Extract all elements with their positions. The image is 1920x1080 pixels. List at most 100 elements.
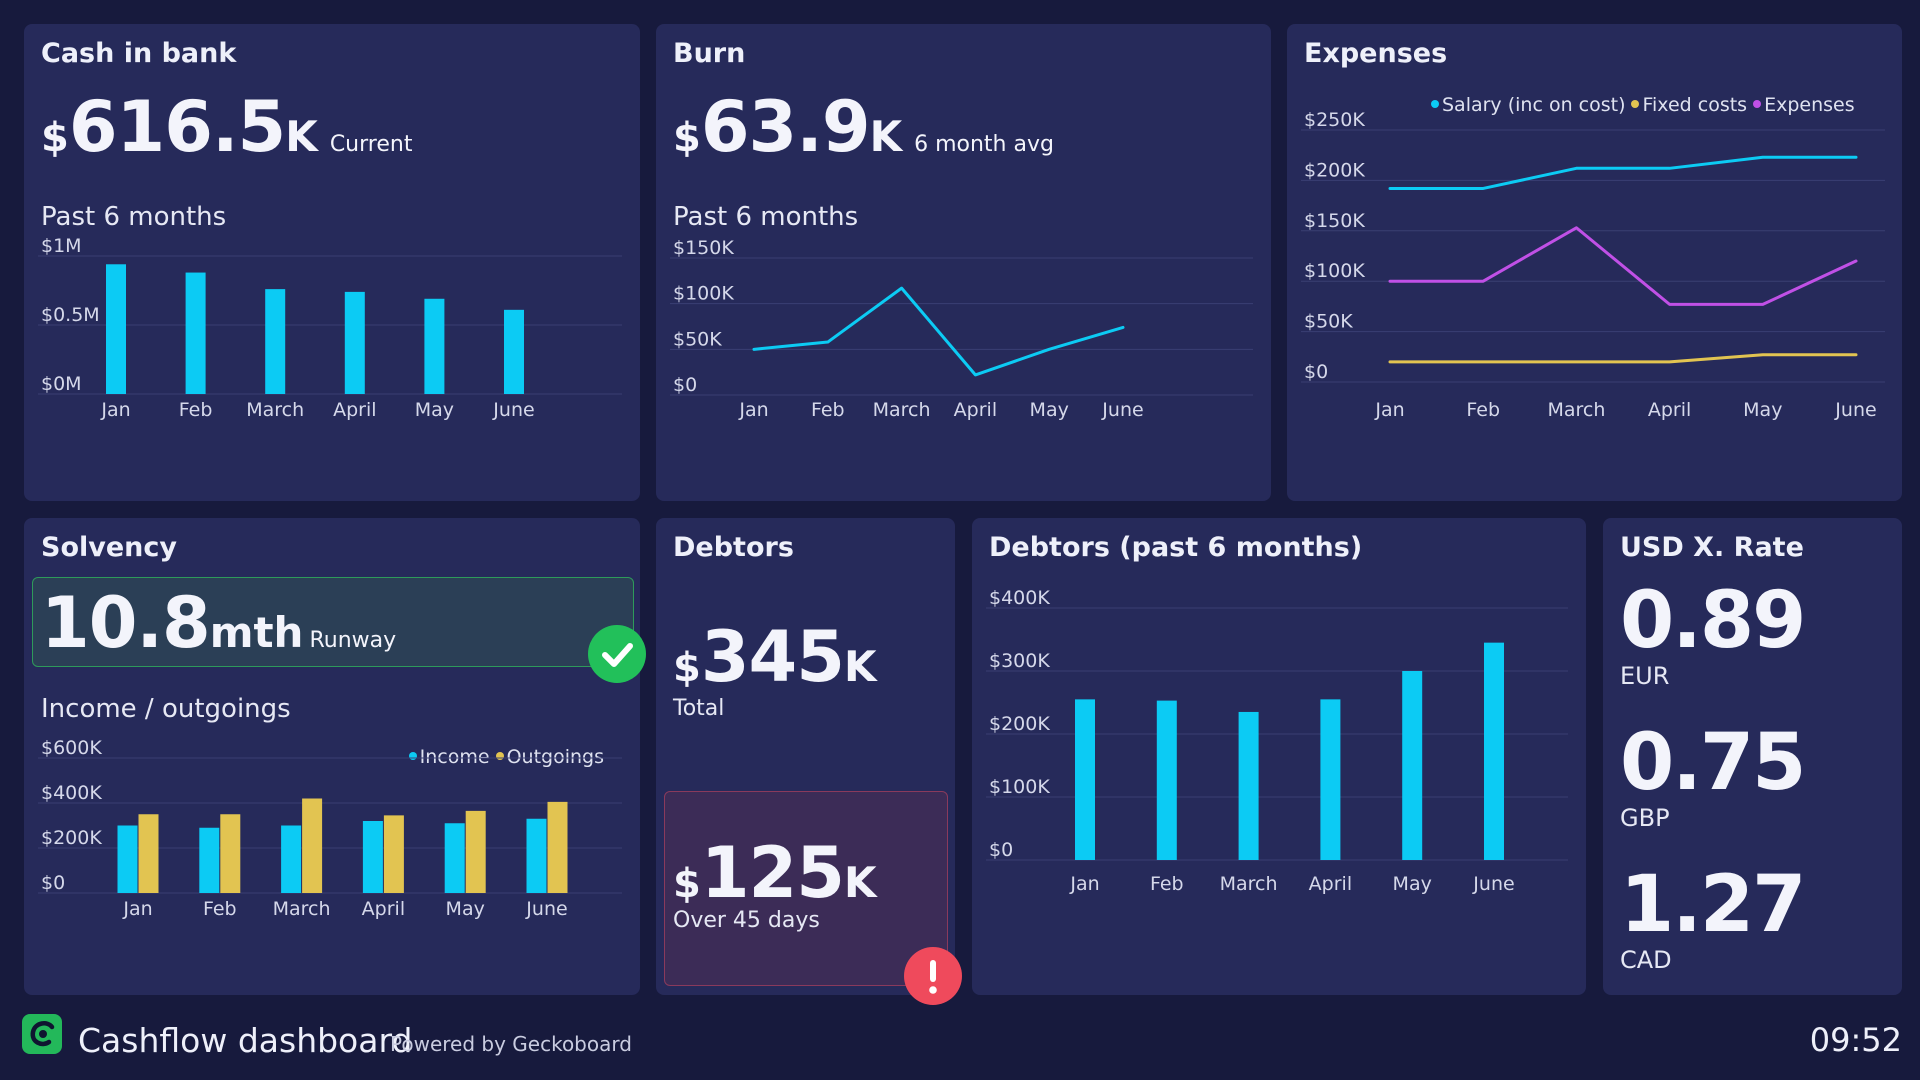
x-tick-label: April [954,399,997,421]
rate-eur: 0.89 EUR [1620,576,1806,690]
bar [344,291,365,394]
x-tick-label: June [492,399,534,421]
runway-box: 10.8mth Runway [32,577,634,667]
x-tick-label: March [1220,873,1278,895]
rate-currency: EUR [1620,662,1670,690]
bar [1238,711,1259,860]
panel-title: Debtors [673,532,794,563]
y-tick-label: $150K [1304,210,1365,232]
solvency-panel: Solvency 10.8mth Runway Income / outgoing… [24,518,646,995]
x-tick-label: June [525,898,567,920]
bar [1156,700,1177,860]
y-tick-label: $50K [673,328,722,350]
bar [185,272,206,394]
expenses-panel: Expenses Salary (inc on cost) Fixed costs… [1287,24,1902,501]
panel-title: Debtors (past 6 months) [989,532,1363,563]
y-tick-label: $300K [989,650,1050,672]
debtors-total-label: Total [673,696,725,721]
bar [138,814,159,893]
panel-title: Solvency [41,532,177,563]
y-tick-label: $200K [989,713,1050,735]
y-tick-label: $0.5M [41,304,100,326]
x-tick-label: April [1648,399,1691,421]
y-tick-label: $0 [989,839,1013,861]
section-label: Past 6 months [673,202,859,232]
x-tick-label: June [1101,399,1143,421]
x-tick-label: April [333,399,376,421]
dashboard-title: Cashflow dashboard [78,1021,413,1060]
overdue-value: $125K [673,832,877,914]
overdue-box: $125K Over 45 days [664,791,948,986]
series-line [752,286,1125,377]
burn-panel: Burn $63.9K 6 month avg Past 6 months $0 $… [656,24,1271,501]
bar [383,815,404,893]
rate-value: 0.89 [1620,576,1806,666]
expenses-line-chart: $0 $50K $100K $150K $200K $250K Jan Feb March Apr… [1301,109,1885,421]
x-tick-label: March [246,399,304,421]
y-tick-label: $0M [41,373,82,395]
x-tick-label: Feb [811,399,845,421]
x-tick-label: May [415,399,454,421]
section-label: Income / outgoings [41,694,291,724]
x-tick-label: Jan [122,898,152,920]
legend-fixed-costs: Fixed costs [1642,94,1748,116]
cash-value: $616.5K Current [41,86,413,168]
x-tick-label: Jan [100,399,130,421]
x-tick-label: Jan [738,399,768,421]
rate-value: 0.75 [1620,718,1806,808]
bar [220,814,241,893]
debtors-total-value: $345K [673,616,877,698]
y-tick-label: $250K [1304,109,1365,131]
y-tick-label: $100K [1304,260,1365,282]
x-tick-label: March [1547,399,1605,421]
bar [362,821,383,893]
x-tick-label: Feb [179,399,213,421]
x-tick-label: March [273,898,331,920]
bar [424,298,445,394]
x-tick-label: June [1472,873,1514,895]
x-tick-label: April [1309,873,1352,895]
series-line [1388,353,1858,364]
y-tick-label: $100K [989,776,1050,798]
y-tick-label: $100K [673,283,734,305]
rate-currency: GBP [1620,804,1670,832]
y-tick-label: $400K [41,782,102,804]
x-tick-label: March [873,399,931,421]
rate-cad: 1.27 CAD [1620,860,1806,974]
y-tick-label: $150K [673,237,734,259]
powered-by: Powered by Geckoboard [390,1032,632,1056]
bar [265,289,286,394]
y-tick-label: $0 [1304,361,1328,383]
bar [106,264,126,394]
bar [465,810,486,893]
cash-bar-chart: $0M $0.5M $1M Jan Feb March April May June [38,235,622,421]
rate-gbp: 0.75 GBP [1620,718,1806,832]
bar [1075,699,1095,860]
series-line [1388,226,1858,306]
x-tick-label: Jan [1374,399,1404,421]
bar [504,309,524,394]
panel-title: USD X. Rate [1620,532,1804,563]
exclamation-icon [904,947,962,1005]
panel-title: Burn [673,38,746,69]
burn-line-chart: $0 $50K $100K $150K Jan Feb March April May June [670,237,1253,421]
bar [199,827,220,893]
burn-value: $63.9K 6 month avg [673,86,1054,168]
debtors-history-panel: Debtors (past 6 months) $0 $100K $200K $300… [972,518,1586,995]
y-tick-label: $200K [41,827,102,849]
legend-salary: Salary (inc on cost) [1442,94,1626,116]
legend-outgoings: Outgoings [506,746,604,768]
bar [547,801,568,893]
x-tick-label: Feb [1466,399,1500,421]
x-tick-label: Feb [1150,873,1184,895]
x-tick-label: May [1030,399,1069,421]
panel-title: Cash in bank [41,38,237,69]
rate-value: 1.27 [1620,860,1806,950]
legend-expenses: Expenses [1764,94,1855,116]
bar [302,798,323,893]
legend-income: Income [419,746,490,768]
y-tick-label: $400K [989,587,1050,609]
clock-time: 09:52 [1809,1021,1902,1059]
x-tick-label: May [1743,399,1782,421]
expenses-legend: Salary (inc on cost) Fixed costs Expenses [1425,94,1855,116]
